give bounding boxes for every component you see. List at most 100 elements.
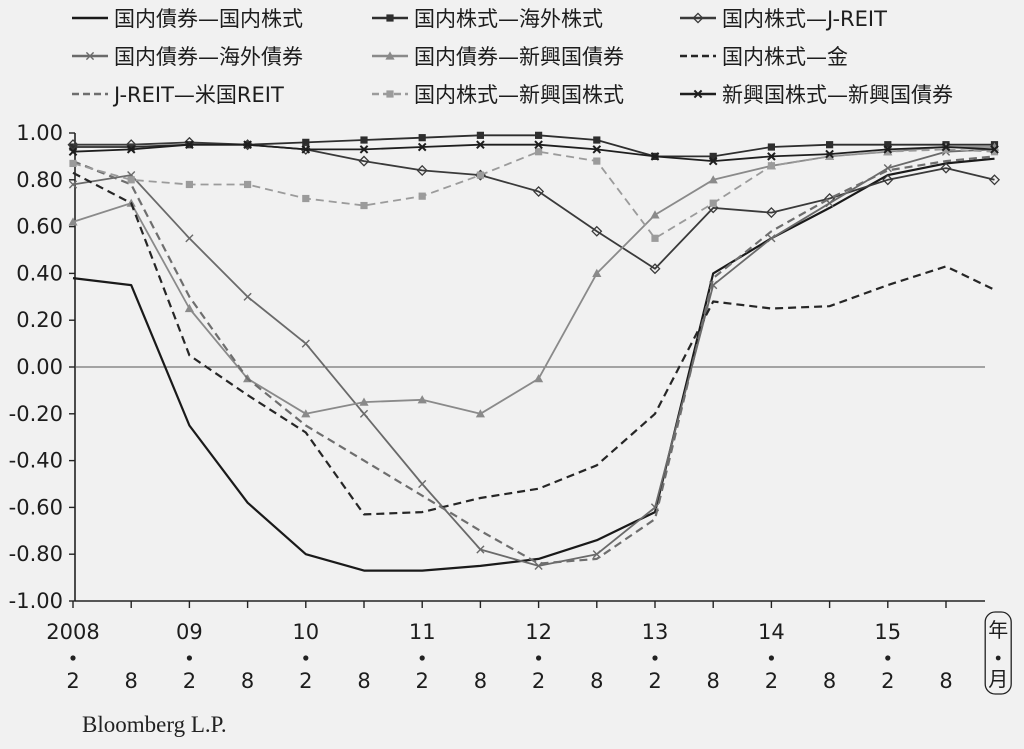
data-point [476,131,484,139]
data-point [940,162,952,174]
data-point [767,143,775,151]
data-point [592,268,602,277]
data-point [418,134,426,142]
data-point [243,292,252,301]
marker-stroke [693,89,703,99]
data-point [185,140,194,150]
y-tick-label: -1.00 [9,589,63,613]
x-tick-month-label: 8 [357,669,370,693]
data-point [883,145,893,154]
y-tick-label: 0.60 [16,215,63,239]
data-point [882,174,894,186]
x-tick-dot [652,655,658,661]
x-tick-month-label: 2 [66,669,79,693]
data-point [126,145,136,154]
data-point [709,152,717,160]
marker-stroke [990,145,999,154]
plot-area [67,131,1001,572]
y-tick-label: -0.80 [9,542,63,566]
series-1 [69,131,999,160]
data-point [593,136,601,144]
marker-stroke [941,142,951,152]
y-tick-label: -0.60 [9,495,63,519]
data-point [535,148,543,156]
x-tick-year-label: 14 [758,620,785,644]
data-point [649,263,661,275]
legend-label: 新興国株式—新興国債券 [722,83,953,107]
data-point [127,143,135,151]
series-line [72,148,995,567]
data-point [416,164,428,176]
series-7 [69,145,999,242]
marker-stroke [476,545,485,554]
series-3 [68,145,999,570]
data-point [591,225,603,237]
marker-stroke [650,152,660,161]
marker-stroke [883,145,893,154]
data-point [68,217,78,226]
data-point [243,140,252,150]
x-tick-month-label: 8 [125,669,138,693]
y-tick-label: -0.40 [9,449,63,473]
data-point [884,141,892,149]
data-point [417,395,427,404]
y-tick-label: 0.80 [16,168,63,192]
data-point [301,409,311,418]
data-point [767,162,775,170]
data-point [988,174,1001,186]
data-point [767,234,776,243]
y-axis: 1.00 0.80 0.60 0.40 0.20 0.00 -0.20 -0.40 -0.60 -… [9,121,76,613]
x-tick-year-label: 2008 [46,620,99,644]
marker-stroke [68,147,78,157]
x-tick-year-label: 11 [409,620,436,644]
data-point [301,145,311,154]
marker-stroke [417,142,427,152]
data-point [592,145,602,154]
data-point [302,138,310,146]
legend-label: 国内株式—新興国株式 [414,83,624,107]
marker-stroke [592,550,601,559]
marker-stroke [243,140,252,150]
data-point [650,210,660,219]
legend-marker [386,90,394,98]
legend-label: 国内債券—新興国債券 [414,45,624,69]
series-6 [72,155,995,565]
data-point [69,143,77,151]
x-tick-year-label: 10 [292,620,319,644]
legend-marker [692,12,704,24]
x-tick-dot [186,655,192,661]
legend-label: J-REIT—米国REIT [112,83,284,107]
legend-item: 新興国株式—新興国債券 [680,83,953,107]
legend-item: J-REIT—米国REIT [72,83,284,107]
series-line [72,157,995,572]
marker-stroke [767,234,776,243]
x-tick-year-label: 13 [642,620,669,644]
y-tick-label: 1.00 [16,121,63,145]
x-tick-year-label: 15 [874,620,901,644]
data-point [185,234,194,243]
legend-item: 国内株式—J-REIT [680,7,887,31]
x-unit-month-label: 月 [988,667,1008,691]
data-point [359,397,369,406]
marker-stroke [708,156,718,166]
data-point [127,176,135,184]
x-tick-dot [70,655,76,661]
marker-stroke [592,145,602,154]
data-point [476,140,485,150]
marker-stroke [650,503,660,512]
data-point [942,145,950,153]
marker-stroke [359,409,369,418]
series-2 [67,136,1001,275]
legend-marker [386,14,394,22]
legend-item: 国内債券—海外債券 [72,45,303,69]
data-point [300,143,312,155]
data-point [708,175,718,184]
marker-stroke [825,149,834,159]
data-point [825,149,834,159]
x-tick-year-label: 09 [176,620,203,644]
marker-stroke [85,51,95,61]
x-unit-dot [995,655,1001,661]
source-label: Bloomberg L.P. [82,712,227,737]
x-tick-month-label: 2 [532,669,545,693]
